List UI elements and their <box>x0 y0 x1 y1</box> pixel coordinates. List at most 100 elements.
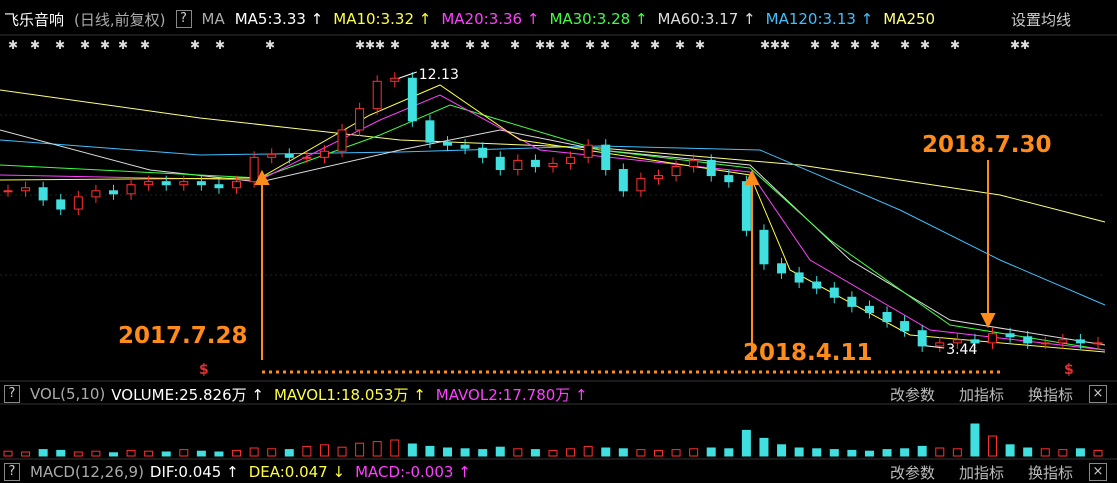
volume-bar <box>1058 449 1068 457</box>
ma-item: MA60:3.17 ↑ <box>657 10 756 28</box>
candle <box>1005 333 1015 338</box>
info-marker: ✱ <box>560 38 570 52</box>
candle <box>73 196 83 210</box>
volume-bar <box>706 447 716 457</box>
max-pointer <box>398 71 417 79</box>
volume-bar <box>689 448 699 457</box>
candle <box>882 311 892 323</box>
ma-lines <box>0 84 1106 353</box>
volume-bar <box>636 449 646 457</box>
candle <box>566 156 576 164</box>
grid <box>0 114 1105 276</box>
volume-bar <box>794 447 804 457</box>
info-marker: ✱ <box>140 38 150 52</box>
candle <box>91 190 101 198</box>
indicator-value: VOLUME:25.826万 ↑ <box>111 385 264 404</box>
candle <box>196 181 206 186</box>
period: (日线,前复权) <box>74 10 166 29</box>
ma-settings[interactable]: 设置均线 <box>1010 8 1071 30</box>
button-group: 改参数 加指标 换指标 <box>890 384 1083 405</box>
indicator-value: DIF:0.045 ↑ <box>149 463 239 481</box>
price-panel: 12.13 3.44 <box>3 67 1103 358</box>
candle <box>829 287 839 298</box>
ma-items: MA5:3.33 ↑ MA10:3.32 ↑ MA20:3.36 ↑ MA30:3.2… <box>235 10 945 28</box>
info-marker: ✱ <box>760 38 770 52</box>
candle <box>425 120 435 143</box>
info-marker: ✱ <box>375 38 385 52</box>
ma-item: MA120:3.13 ↑ <box>765 10 874 28</box>
candle <box>232 181 242 189</box>
candle <box>161 181 171 186</box>
volume-bar <box>73 451 83 457</box>
info-marker: ✱ <box>430 38 440 52</box>
info-marker: ✱ <box>55 38 65 52</box>
candle <box>126 184 136 195</box>
volume-bar <box>812 448 822 457</box>
candle <box>653 175 663 180</box>
candle <box>548 162 558 167</box>
info-marker: ✱ <box>545 38 555 52</box>
indicator-button[interactable]: 换指标 <box>1027 463 1073 482</box>
candle <box>443 141 453 146</box>
indicator-name: MACD(12,26,9) <box>30 463 144 481</box>
ma-label: MA <box>201 10 225 28</box>
info-marker: ✱ <box>850 38 860 52</box>
ma-item: MA5:3.33 ↑ <box>234 10 324 28</box>
indicator-value: MAVOL2:17.780万 ↑ <box>435 385 588 404</box>
volume-bar <box>126 449 136 457</box>
volume-bar <box>38 449 48 457</box>
volume-bar <box>583 445 593 457</box>
candle <box>513 159 523 170</box>
volume-bar <box>21 451 31 457</box>
volume-bar <box>179 449 189 457</box>
volume-bar <box>319 444 329 457</box>
info-marker: ✱ <box>8 38 18 52</box>
candle <box>460 144 470 149</box>
candle <box>267 153 277 158</box>
min-pointer <box>926 345 945 349</box>
info-marker: ✱ <box>630 38 640 52</box>
signal: $ <box>1064 362 1074 378</box>
volume-panel <box>3 423 1103 457</box>
stock-name: 飞乐音响 <box>4 10 65 29</box>
volume-bar <box>741 429 751 457</box>
volume-bar <box>566 448 576 457</box>
indicator-button[interactable]: 加指标 <box>958 463 1004 482</box>
candle <box>847 296 857 307</box>
candle <box>601 144 611 171</box>
help[interactable]: ? <box>4 385 20 403</box>
info-marker: ✱ <box>830 38 840 52</box>
volume-bar <box>372 441 382 457</box>
info-marker: ✱ <box>80 38 90 52</box>
info-marker: ✱ <box>355 38 365 52</box>
indicator-button[interactable]: 改参数 <box>889 463 935 482</box>
volume-bar: ? VOL(5,10) VOLUME:25.826万 ↑ MAVOL1:18.05… <box>4 383 1117 405</box>
info-marker: ✱ <box>780 38 790 52</box>
candle <box>3 190 13 193</box>
candle <box>1023 336 1033 344</box>
volume-bar <box>425 445 435 457</box>
volume-bar <box>759 437 769 457</box>
volume-bar <box>530 449 540 457</box>
candle <box>935 342 945 347</box>
info-marker: ✱ <box>265 38 275 52</box>
help[interactable]: ? <box>4 463 20 481</box>
indicator-button[interactable]: 换指标 <box>1027 385 1073 404</box>
candle <box>900 321 910 332</box>
volume-bar <box>56 449 66 457</box>
help[interactable]: ? <box>175 10 192 28</box>
volume-bar <box>988 435 998 457</box>
min-label: 3.44 <box>946 342 977 358</box>
close-button[interactable]: × <box>1089 385 1107 403</box>
indicator-button[interactable]: 加指标 <box>958 385 1004 404</box>
candle <box>284 153 294 158</box>
indicator-button[interactable]: 改参数 <box>889 385 935 404</box>
volume-bar <box>653 449 663 457</box>
annotation: 2017.7.28 <box>118 323 248 349</box>
volume-bar <box>917 445 927 457</box>
info-marker: ✱ <box>465 38 475 52</box>
volume-bar <box>847 449 857 457</box>
button-group: 改参数 加指标 换指标 <box>890 462 1083 483</box>
close-button[interactable]: × <box>1089 463 1107 481</box>
volume-bar <box>1040 448 1050 457</box>
